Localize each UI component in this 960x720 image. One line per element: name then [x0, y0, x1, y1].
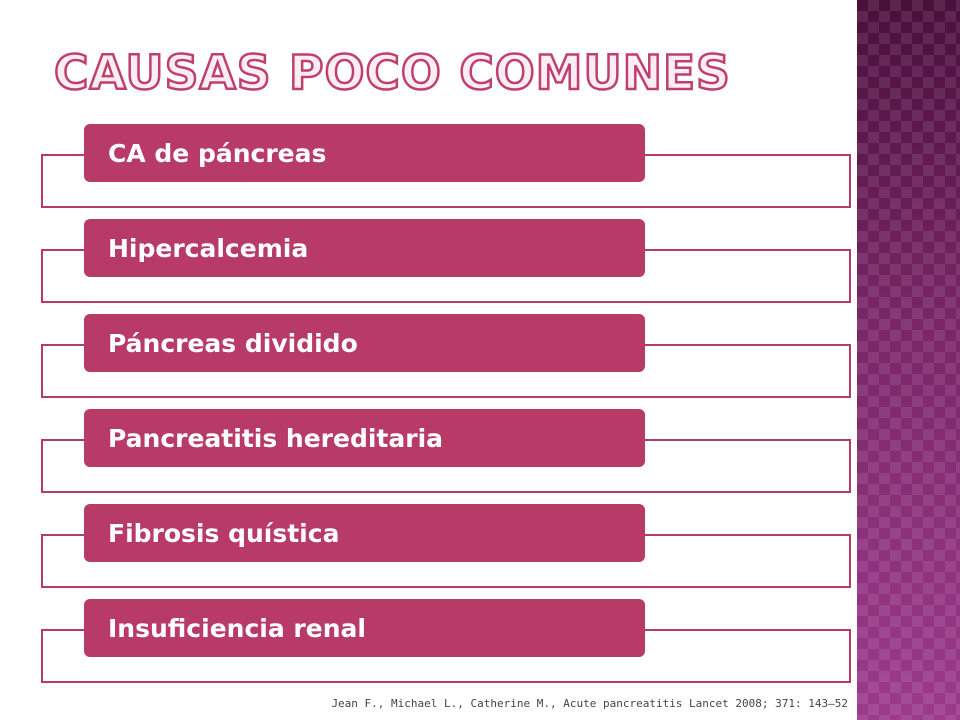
item-label: Páncreas dividido	[84, 314, 645, 372]
list-item: Hipercalcemia	[41, 219, 851, 303]
item-label: Hipercalcemia	[84, 219, 645, 277]
list-item: CA de páncreas	[41, 124, 851, 208]
list-item: Insuficiencia renal	[41, 599, 851, 683]
item-label: Pancreatitis hereditaria	[84, 409, 645, 467]
citation: Jean F., Michael L., Catherine M., Acute…	[331, 697, 848, 710]
list-item: Pancreatitis hereditaria	[41, 409, 851, 493]
slide-title: Causas poco comunes	[53, 45, 731, 103]
list-item: Páncreas dividido	[41, 314, 851, 398]
list-item: Fibrosis quística	[41, 504, 851, 588]
item-label: CA de páncreas	[84, 124, 645, 182]
item-label: Fibrosis quística	[84, 504, 645, 562]
decorative-sidebar	[857, 0, 960, 720]
item-label: Insuficiencia renal	[84, 599, 645, 657]
